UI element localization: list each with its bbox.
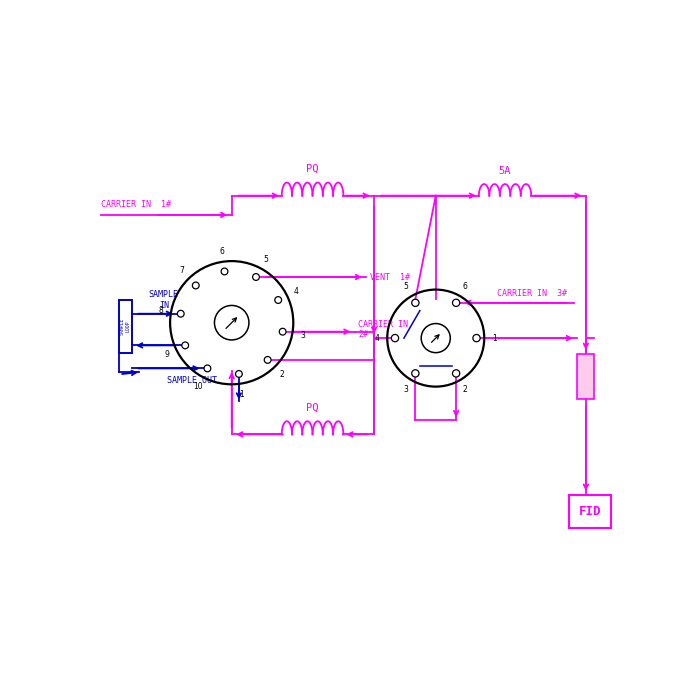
Circle shape xyxy=(182,342,188,349)
Text: 3: 3 xyxy=(404,385,409,394)
Text: 8: 8 xyxy=(158,306,163,315)
FancyBboxPatch shape xyxy=(578,354,594,399)
Text: 2: 2 xyxy=(463,385,468,394)
Text: 1: 1 xyxy=(493,334,497,342)
Text: 4: 4 xyxy=(294,286,299,295)
Circle shape xyxy=(204,365,211,372)
Circle shape xyxy=(265,356,271,363)
Text: 6: 6 xyxy=(219,247,224,256)
Circle shape xyxy=(452,370,460,377)
Circle shape xyxy=(275,297,281,303)
Text: 4: 4 xyxy=(374,334,379,342)
Text: Ni: Ni xyxy=(582,372,590,382)
Text: SAMPLE
IN: SAMPLE IN xyxy=(149,290,178,310)
Text: 6: 6 xyxy=(463,282,468,291)
Text: 5: 5 xyxy=(263,255,268,264)
Circle shape xyxy=(452,299,460,307)
Text: 5: 5 xyxy=(404,282,409,291)
Text: FID: FID xyxy=(578,505,601,518)
Text: 7: 7 xyxy=(179,267,184,275)
Circle shape xyxy=(391,335,398,342)
Text: SAMPLE OUT: SAMPLE OUT xyxy=(167,376,217,385)
Circle shape xyxy=(177,310,184,317)
Text: 9: 9 xyxy=(164,350,169,359)
Text: 10: 10 xyxy=(193,382,203,391)
Circle shape xyxy=(193,282,199,289)
Text: PQ: PQ xyxy=(307,164,319,174)
Text: VENT  1#: VENT 1# xyxy=(370,272,410,281)
Circle shape xyxy=(279,328,286,335)
Circle shape xyxy=(235,370,242,377)
Circle shape xyxy=(473,335,480,342)
Text: 3: 3 xyxy=(300,330,305,340)
Text: CARRIER IN
2#: CARRIER IN 2# xyxy=(358,320,408,339)
Text: CARRIER IN  1#: CARRIER IN 1# xyxy=(101,199,171,209)
Circle shape xyxy=(412,299,419,307)
Text: CARRIER IN  3#: CARRIER IN 3# xyxy=(498,289,568,298)
Text: SAMPLE
LOOP: SAMPLE LOOP xyxy=(120,318,131,335)
Circle shape xyxy=(221,268,228,275)
Text: 5A: 5A xyxy=(499,167,511,176)
Text: PQ: PQ xyxy=(307,402,319,413)
Circle shape xyxy=(412,370,419,377)
Circle shape xyxy=(253,274,260,281)
Text: 2: 2 xyxy=(279,370,284,379)
Text: 1: 1 xyxy=(239,390,244,398)
